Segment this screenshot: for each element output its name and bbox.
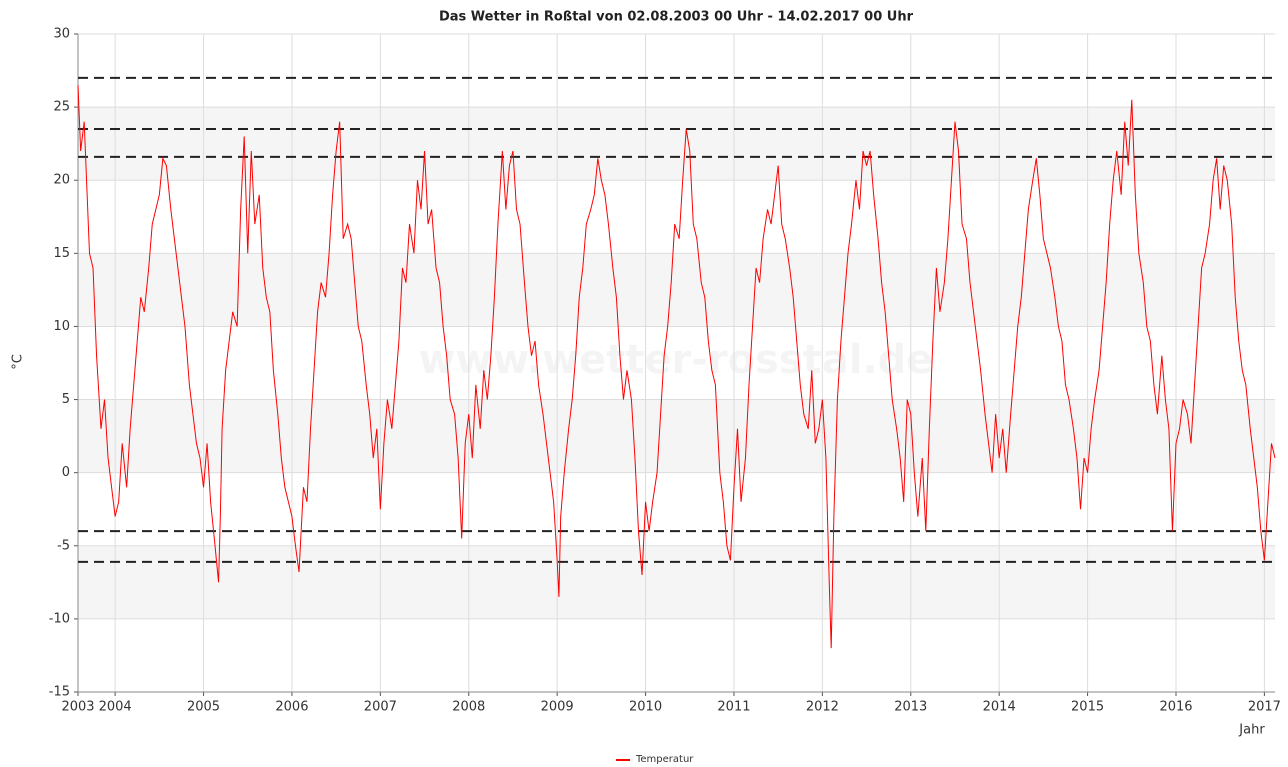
x-tick-label: 2007 <box>364 700 397 715</box>
plot-band <box>78 253 1275 327</box>
y-tick-label: 25 <box>53 100 70 115</box>
y-tick-label: 20 <box>53 173 70 188</box>
x-tick-label: 2012 <box>806 700 839 715</box>
plot-band <box>78 34 1275 108</box>
y-tick-label: 15 <box>53 246 70 261</box>
plot-band <box>78 326 1275 400</box>
x-tick-label: 2008 <box>452 700 485 715</box>
x-tick-label: 2006 <box>275 700 308 715</box>
y-tick-label: 0 <box>62 465 70 480</box>
legend-label: Temperatur <box>635 754 694 765</box>
plot-band <box>78 472 1275 546</box>
x-tick-label: 2015 <box>1071 700 1104 715</box>
plot-band <box>78 107 1275 181</box>
x-tick-label: 2009 <box>541 700 574 715</box>
y-tick-label: -10 <box>49 611 70 626</box>
chart-title: Das Wetter in Roßtal von 02.08.2003 00 U… <box>439 10 914 25</box>
y-axis-label: °C <box>11 354 26 370</box>
plot-band <box>78 545 1275 619</box>
x-tick-label: 2016 <box>1159 700 1192 715</box>
plot-band <box>78 618 1275 692</box>
temperature-line <box>77 85 1276 649</box>
x-tick-label: 2013 <box>894 700 927 715</box>
y-tick-label: 10 <box>53 319 70 334</box>
plot-band <box>78 180 1275 254</box>
x-tick-label: 2014 <box>983 700 1016 715</box>
watermark: www.wetter-rosstal.de <box>419 337 934 383</box>
plot-background <box>78 34 1275 692</box>
x-tick-label: 2011 <box>717 700 750 715</box>
plot-band <box>78 399 1275 473</box>
y-tick-label: 30 <box>53 27 70 42</box>
x-axis-label: Jahr <box>1238 723 1265 738</box>
x-tick-label: 2017 <box>1248 700 1281 715</box>
x-tick-label: 2005 <box>187 700 220 715</box>
x-tick-label: 2010 <box>629 700 662 715</box>
x-tick-label: 2004 <box>99 700 132 715</box>
y-tick-label: -5 <box>57 538 70 553</box>
y-tick-label: 5 <box>62 392 70 407</box>
y-tick-label: -15 <box>49 685 70 700</box>
x-tick-label: 2003 <box>61 700 94 715</box>
